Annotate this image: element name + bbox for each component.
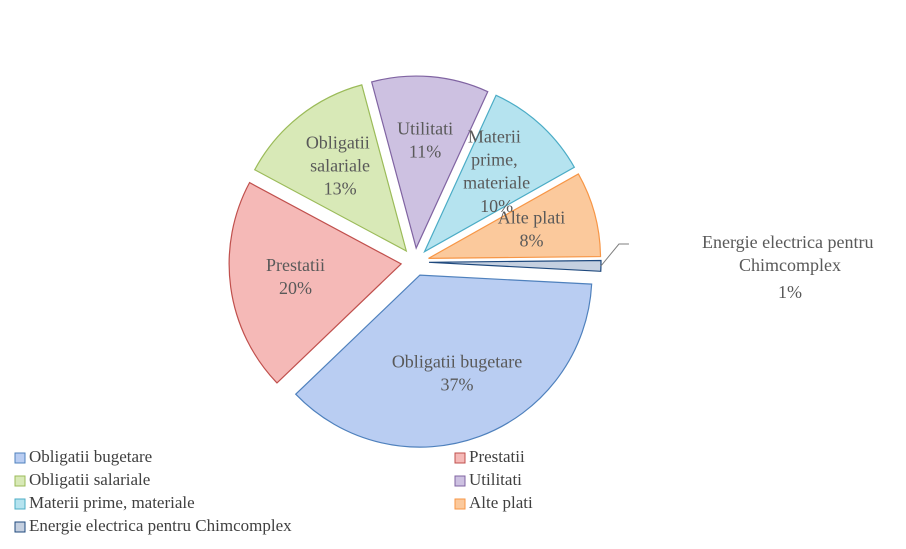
slice-value-label: 37% <box>441 375 474 395</box>
legend-label: Energie electrica pentru Chimcomplex <box>29 516 292 535</box>
slice-value-label: 11% <box>409 141 441 161</box>
pie-slice <box>423 94 576 254</box>
pie-slice <box>253 84 408 253</box>
slice-label: Utilitati <box>397 118 453 138</box>
pie-slice <box>294 274 593 448</box>
pie-slice <box>228 181 403 384</box>
pie-slice <box>428 173 602 259</box>
legend-swatch <box>14 452 26 464</box>
legend-label: Obligatii salariale <box>29 470 150 489</box>
legend-swatch <box>454 452 466 464</box>
legend-swatch <box>454 498 466 510</box>
pie-slice <box>428 259 602 272</box>
legend-swatch <box>454 475 466 487</box>
legend-swatch <box>14 521 26 533</box>
slice-value-label: 20% <box>279 278 312 298</box>
legend: Obligatii bugetare Prestatii Obligatii sal… <box>14 447 533 535</box>
legend-label: Utilitati <box>469 470 522 489</box>
legend-label: Alte plati <box>469 493 533 512</box>
slice-label: Alte plati <box>498 207 565 227</box>
slice-value-label: 8% <box>520 230 544 250</box>
legend-swatch <box>14 498 26 510</box>
legend-swatch <box>14 475 26 487</box>
slice-label: Energie electrica pentru Chimcomplex <box>702 232 878 275</box>
leader-line <box>600 243 629 267</box>
slice-value-label: 1% <box>778 282 802 302</box>
pie-slice <box>370 75 489 250</box>
legend-label: Materii prime, materiale <box>29 493 195 512</box>
slice-value-label: 13% <box>324 179 357 199</box>
slice-label: Materii prime, materiale <box>463 127 530 193</box>
slice-label: Obligatii salariale <box>306 133 375 176</box>
slice-label: Obligatii bugetare <box>392 352 522 372</box>
slice-value-label: 10% <box>480 196 513 216</box>
slice-label: Prestatii <box>266 255 325 275</box>
legend-label: Obligatii bugetare <box>29 447 152 466</box>
legend-label: Prestatii <box>469 447 525 466</box>
